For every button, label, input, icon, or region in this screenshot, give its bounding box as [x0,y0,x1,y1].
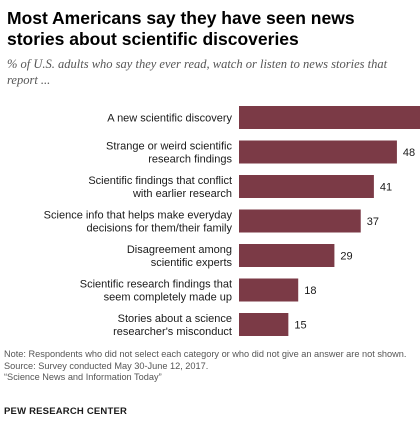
bar [239,209,361,233]
value-label: 18 [304,285,316,297]
report-title: “Science News and Information Today” [4,372,162,382]
value-label: 41 [380,182,392,194]
bar-chart: A new scientific discovery56%Strange or … [44,106,420,338]
category-label: A new scientific discovery [107,113,232,125]
bar [239,140,397,164]
value-label: 48 [403,147,415,159]
source-text: Source: Survey conducted May 30-June 12,… [4,360,209,371]
category-label: Stories about a science researcher's misc… [113,313,232,338]
bar [239,313,289,336]
value-label: 29 [340,251,352,263]
category-label: Disagreement among scientific experts [127,244,233,269]
bar [239,244,335,267]
category-label: Scientific findings that conflict with ea… [88,175,232,200]
note-text: Note: Respondents who did not select eac… [4,349,407,359]
category-label: Strange or weird scientific research find… [106,141,232,166]
chart-title: Most Americans say they have seen news s… [7,8,355,49]
notes-block: Note: Respondents who did not select eac… [4,349,414,384]
bar [239,106,420,129]
category-label: Science info that helps make everyday dec… [44,210,233,235]
bar [239,278,299,302]
brand-label: PEW RESEARCH CENTER [4,406,128,417]
bar [239,175,374,198]
value-label: 37 [367,216,379,228]
value-label: 15 [294,320,306,332]
chart-subtitle: % of U.S. adults who say they ever read,… [7,57,388,87]
category-label: Scientific research findings that seem co… [80,279,232,304]
